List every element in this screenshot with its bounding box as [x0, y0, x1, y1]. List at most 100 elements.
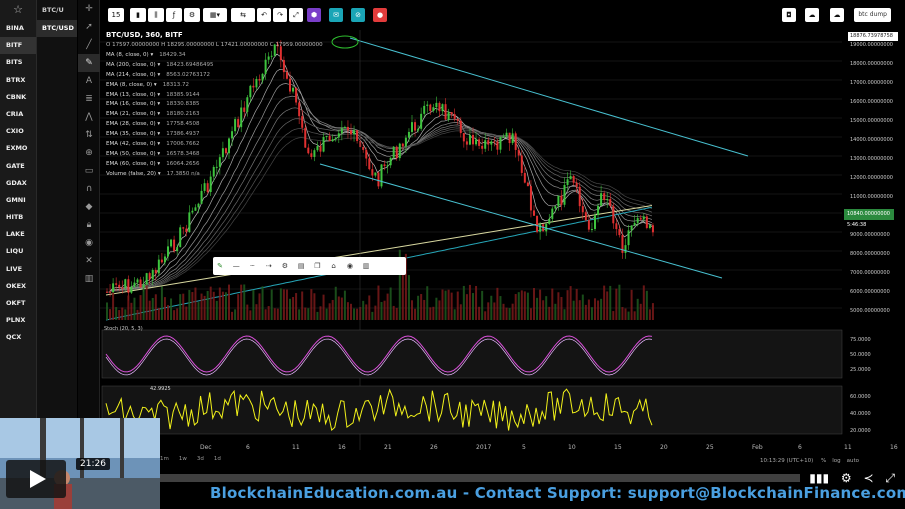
- measure-tool-icon[interactable]: ▭: [84, 166, 94, 176]
- cloud-upload-icon[interactable]: ☁: [830, 8, 844, 22]
- exchange-item-live[interactable]: LIVE: [6, 264, 23, 273]
- pencil-tool-icon[interactable]: ✎: [78, 54, 100, 72]
- exchange-item-exmo[interactable]: EXMO: [6, 144, 28, 153]
- exchange-item-cria[interactable]: CRIA: [6, 109, 24, 118]
- settings-gear-icon[interactable]: ⚙: [840, 471, 852, 485]
- exchange-item-qcx[interactable]: QCX: [6, 333, 22, 342]
- eraser-tool-icon[interactable]: ◆: [85, 202, 93, 212]
- indicator-row[interactable]: EMA (21, close, 0) ▾ 18180.2163: [106, 110, 323, 120]
- copy-icon[interactable]: ▤: [297, 262, 305, 270]
- line-width-icon[interactable]: ┄: [250, 262, 255, 270]
- pencil-icon[interactable]: ✎: [217, 262, 223, 270]
- indicator-row[interactable]: EMA (60, close, 0) ▾ 16064.2656: [106, 160, 323, 170]
- eye-tool-icon[interactable]: ◉: [85, 238, 93, 248]
- indicator-row[interactable]: EMA (35, close, 0) ▾ 17386.4937: [106, 130, 323, 140]
- settings-icon[interactable]: ⚙: [281, 262, 289, 270]
- hexagon-icon[interactable]: ⬢: [307, 8, 321, 22]
- volume-bar: [313, 293, 316, 320]
- exchange-item-bina[interactable]: BINA: [6, 24, 24, 32]
- fullscreen-toggle-icon[interactable]: ⤢: [885, 471, 895, 485]
- fullscreen-icon[interactable]: ⤢: [289, 8, 303, 22]
- indicator-row[interactable]: EMA (13, close, 0) ▾ 18385.9144: [106, 91, 323, 101]
- exchange-item-okft[interactable]: OKFT: [6, 299, 26, 307]
- pattern-tool-icon[interactable]: ⋀: [85, 112, 93, 122]
- volume-bar: [145, 285, 148, 320]
- trendline-tool-icon[interactable]: ╱: [86, 40, 92, 50]
- eye-icon[interactable]: ◉: [346, 262, 353, 270]
- exchange-item-btrx[interactable]: BTRX: [6, 75, 26, 84]
- zoom-tool-icon[interactable]: ⊕: [85, 148, 93, 158]
- pair-item-btcusd[interactable]: BTC/USD: [37, 20, 77, 37]
- range-button-1w[interactable]: 1w: [178, 456, 187, 462]
- indicator-row[interactable]: Volume (false, 20) ▾ 17.3850 n/a: [106, 170, 323, 180]
- exchange-item-bitf[interactable]: BITF: [0, 37, 36, 55]
- line-style-icon[interactable]: ⇢: [265, 262, 272, 270]
- candle-style-icon[interactable]: ⫼: [148, 8, 164, 22]
- axis-option-%[interactable]: %: [821, 458, 827, 464]
- indicator-row[interactable]: EMA (42, close, 0) ▾ 17006.7662: [106, 140, 323, 150]
- star-icon[interactable]: ☆: [13, 3, 23, 16]
- exchange-item-cbnk[interactable]: CBNK: [6, 92, 27, 101]
- delete-icon[interactable]: ▥: [362, 262, 370, 270]
- indicator-row[interactable]: MA (8, close, 0) ▾ 18429.34: [106, 51, 323, 61]
- compare-icon[interactable]: ⇆: [231, 8, 255, 22]
- settings-icon[interactable]: ⚙: [184, 8, 200, 22]
- drawing-toolbar[interactable]: ✎ — ┄ ⇢ ⚙ ▤ ❐ ⌂ ◉ ▥: [213, 257, 406, 275]
- lock-tool-icon[interactable]: 🔒︎: [86, 220, 92, 230]
- undo-icon[interactable]: ↶: [257, 8, 271, 22]
- megaphone-icon[interactable]: ✉: [329, 8, 343, 22]
- interval-button[interactable]: 15: [108, 8, 124, 22]
- volume-bar: [371, 311, 374, 320]
- indicator-row[interactable]: EMA (28, close, 0) ▾ 17758.4508: [106, 120, 323, 130]
- candle-body: [112, 283, 115, 293]
- camera-icon[interactable]: ◘: [782, 8, 796, 22]
- ban-icon[interactable]: ⊘: [351, 8, 365, 22]
- magnet-tool-icon[interactable]: ∩: [85, 184, 93, 194]
- volume-icon[interactable]: ▮▮▮: [809, 471, 830, 485]
- line-color-icon[interactable]: —: [232, 262, 240, 270]
- crosshair-tool-icon[interactable]: ✛: [85, 4, 93, 14]
- bar-style-icon[interactable]: ▮: [130, 8, 146, 22]
- cross-tool-icon[interactable]: ✕: [85, 256, 93, 266]
- axis-option-auto[interactable]: auto: [846, 458, 860, 464]
- time-axis[interactable]: Dec 6 11 16 21 26 2017 5 10 15 20 25 Feb 6 11 16: [100, 444, 898, 454]
- indicator-row[interactable]: EMA (8, close, 0) ▾ 18313.72: [106, 81, 323, 91]
- exchange-item-plnx[interactable]: PLNX: [6, 316, 26, 325]
- fib-tool-icon[interactable]: ≣: [85, 94, 93, 104]
- trash-tool-icon[interactable]: ▥: [84, 274, 94, 284]
- exchange-item-cxio[interactable]: CXIO: [6, 127, 24, 136]
- exchange-item-okex[interactable]: OKEX: [6, 281, 27, 290]
- price-chart[interactable]: [100, 30, 905, 470]
- video-progress-bar[interactable]: [160, 474, 800, 482]
- exchange-item-bits[interactable]: BITS: [6, 58, 23, 67]
- indicator-row[interactable]: EMA (16, close, 0) ▾ 18330.8385: [106, 100, 323, 110]
- exchange-item-gate[interactable]: GATE: [6, 161, 25, 170]
- user-badge[interactable]: btc dump: [854, 8, 891, 22]
- candle-body: [334, 137, 337, 140]
- cloud-download-icon[interactable]: ☁: [805, 8, 819, 22]
- fx-icon[interactable]: ƒ: [166, 8, 182, 22]
- exchange-item-gdax[interactable]: GDAX: [6, 178, 27, 187]
- cursor-tool-icon[interactable]: ➚: [85, 22, 93, 32]
- template-icon[interactable]: ▦▾: [203, 8, 227, 22]
- clone-icon[interactable]: ❐: [314, 262, 321, 270]
- range-button-3d[interactable]: 3d: [196, 456, 204, 462]
- range-button-1d[interactable]: 1d: [213, 456, 221, 462]
- exchange-item-hitb[interactable]: HITB: [6, 213, 24, 222]
- range-button-1m[interactable]: 1m: [160, 456, 169, 462]
- indicator-row[interactable]: EMA (50, close, 0) ▾ 16578.3468: [106, 150, 323, 160]
- indicator-row[interactable]: MA (200, close, 0) ▾ 18423.69486495: [106, 61, 323, 71]
- record-icon[interactable]: ●: [373, 8, 387, 22]
- exchange-item-gmni[interactable]: GMNI: [6, 195, 26, 204]
- lock-icon[interactable]: ⌂: [331, 262, 336, 270]
- prediction-tool-icon[interactable]: ⇅: [85, 130, 93, 140]
- exchange-item-lake[interactable]: LAKE: [6, 230, 25, 239]
- chart-area[interactable]: BTC/USD, 360, BITF O 17597.00000000 H 18…: [100, 30, 905, 470]
- exchange-item-liqu[interactable]: LIQU: [6, 247, 24, 256]
- text-tool-icon[interactable]: A: [85, 76, 93, 86]
- indicator-row[interactable]: MA (214, close, 0) ▾ 8563.02763172: [106, 71, 323, 81]
- share-icon[interactable]: ≺: [863, 471, 874, 485]
- axis-option-log[interactable]: log: [832, 458, 841, 464]
- redo-icon[interactable]: ↷: [273, 8, 287, 22]
- play-button[interactable]: [6, 460, 66, 498]
